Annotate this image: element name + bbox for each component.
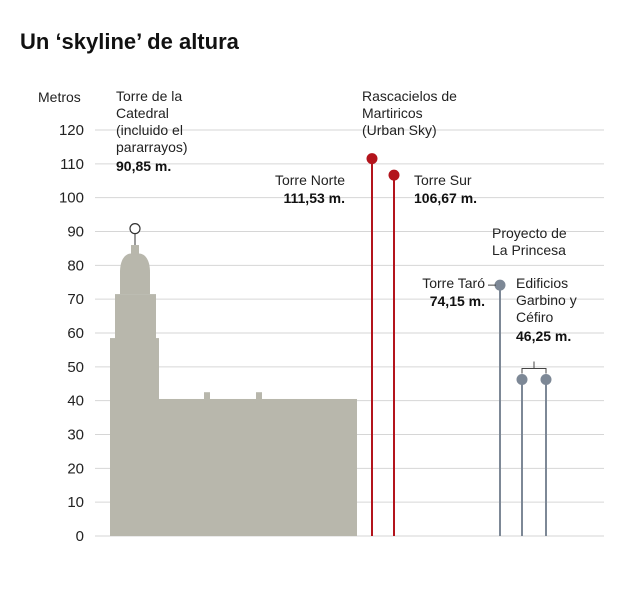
edificios-label-line: Céfiro <box>516 309 554 325</box>
cathedral-roof-finial <box>256 392 262 400</box>
y-tick-label: 80 <box>67 257 84 274</box>
torre-norte-marker <box>366 153 378 165</box>
torre-taro-marker <box>494 279 506 291</box>
catedral-label-line: Torre de la <box>116 88 182 104</box>
princesa-group-label: La Princesa <box>492 242 566 258</box>
cathedral-lantern <box>131 245 139 255</box>
y-tick-label: 0 <box>76 528 84 545</box>
chart-title: Un ‘skyline’ de altura <box>20 29 240 54</box>
edificio-garbino-marker <box>516 374 528 386</box>
torre-sur-marker <box>388 169 400 181</box>
edificios-label-line: Edificios <box>516 275 568 291</box>
catedral-label-line: Catedral <box>116 105 169 121</box>
y-tick-label: 50 <box>67 359 84 376</box>
edificios-label-line: Garbino y <box>516 292 577 308</box>
catedral-value: 90,85 m. <box>116 158 171 174</box>
cathedral-upper-tower <box>115 294 156 536</box>
catedral-label-line: (incluido el <box>116 122 183 138</box>
y-axis-tick-labels: 0 10 20 30 40 50 60 70 80 90 100 110 120 <box>59 122 84 545</box>
cathedral-dome <box>120 253 150 295</box>
edificios-value: 46,25 m. <box>516 328 571 344</box>
label-connectors <box>488 284 547 374</box>
y-tick-label: 60 <box>67 325 84 342</box>
torre-taro-value: 74,15 m. <box>430 293 485 309</box>
cathedral-silhouette <box>110 223 357 536</box>
martiricos-group-label: (Urban Sky) <box>362 122 437 138</box>
princesa-group-label: Proyecto de <box>492 225 567 241</box>
building-markers <box>366 153 552 536</box>
cathedral-height-marker <box>129 223 141 235</box>
y-tick-label: 90 <box>67 224 84 241</box>
y-tick-label: 70 <box>67 291 84 308</box>
martiricos-group-label: Martiricos <box>362 105 423 121</box>
edificio-cefiro-marker <box>540 374 552 386</box>
y-axis-unit-label: Metros <box>38 89 81 105</box>
y-tick-label: 40 <box>67 393 84 410</box>
torre-norte-value: 111,53 m. <box>283 190 345 206</box>
torre-norte-name: Torre Norte <box>275 172 345 188</box>
y-tick-label: 30 <box>67 427 84 444</box>
y-tick-label: 110 <box>60 156 84 173</box>
torre-sur-value: 106,67 m. <box>414 190 477 206</box>
torre-taro-name: Torre Taró <box>422 275 485 291</box>
torre-sur-name: Torre Sur <box>414 172 472 188</box>
y-tick-label: 20 <box>67 460 84 477</box>
edificios-bracket <box>521 361 547 374</box>
martiricos-group-label: Rascacielos de <box>362 88 457 104</box>
y-tick-label: 100 <box>59 190 84 207</box>
y-tick-label: 120 <box>59 122 84 139</box>
y-tick-label: 10 <box>67 494 84 511</box>
catedral-label-line: pararrayos) <box>116 139 188 155</box>
cathedral-roof-finial <box>204 392 210 400</box>
